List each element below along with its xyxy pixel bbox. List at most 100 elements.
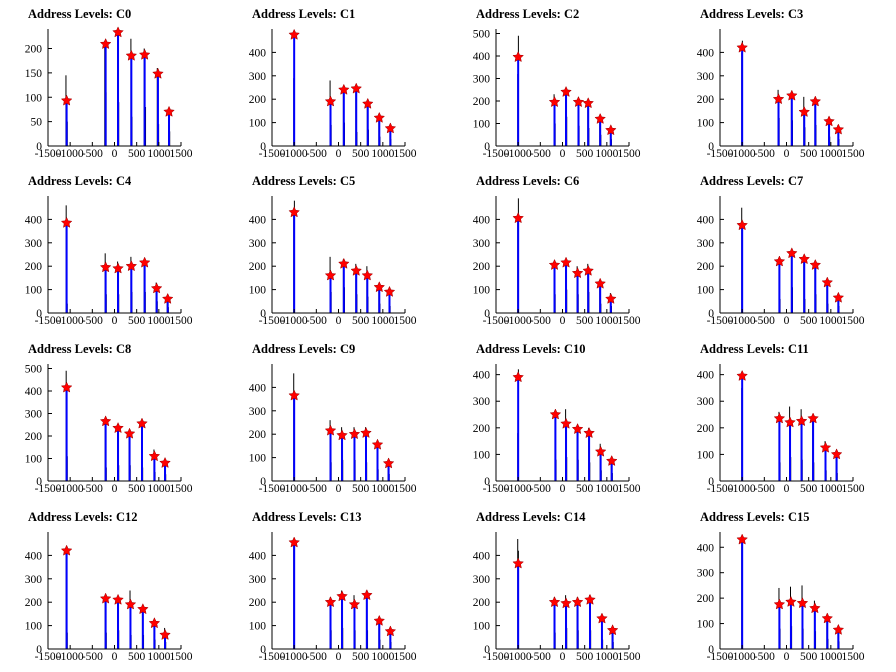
x-tick-label: -1000 bbox=[729, 651, 756, 663]
y-tick-label: 200 bbox=[249, 597, 267, 609]
y-tick-label: 300 bbox=[473, 74, 491, 86]
chart-title: Address Levels: C4 bbox=[28, 174, 132, 188]
peak-marker bbox=[594, 445, 607, 457]
peak-marker bbox=[125, 49, 138, 61]
y-tick-label: 300 bbox=[249, 71, 267, 83]
peak-marker bbox=[348, 428, 361, 440]
x-tick-label: -1000 bbox=[729, 148, 756, 160]
peak-marker bbox=[736, 41, 748, 53]
x-tick-label: -1000 bbox=[729, 315, 756, 327]
peak-marker bbox=[785, 595, 797, 607]
peak-marker bbox=[324, 424, 337, 436]
y-tick-label: 100 bbox=[697, 285, 715, 297]
y-tick-label: 200 bbox=[473, 96, 491, 108]
peak-marker bbox=[383, 285, 396, 297]
peak-marker bbox=[786, 89, 798, 101]
y-tick-label: 300 bbox=[25, 574, 43, 586]
peak-marker bbox=[125, 260, 138, 272]
y-tick-label: 200 bbox=[697, 593, 715, 605]
chart-panel-c15: Address Levels: C15 0 100 200 300 400 -1500-10… bbox=[697, 510, 865, 663]
peak-marker bbox=[830, 448, 843, 460]
chart-panel-c9: Address Levels: C9 0 100 200 300 400 -1500-100… bbox=[249, 342, 417, 495]
x-tick-label: -1000 bbox=[281, 315, 308, 327]
chart-panel-c5: Address Levels: C5 0 100 200 300 400 -1500-100… bbox=[249, 174, 417, 327]
peak-marker bbox=[361, 589, 373, 601]
peak-marker bbox=[112, 262, 124, 274]
y-tick-label: 400 bbox=[697, 542, 715, 554]
x-tick-label: 0 bbox=[560, 148, 566, 160]
x-tick-label: -1000 bbox=[57, 315, 84, 327]
x-tick-label: 500 bbox=[128, 483, 146, 495]
y-tick-label: 400 bbox=[697, 47, 715, 59]
chart-title: Address Levels: C8 bbox=[28, 342, 131, 356]
peak-marker bbox=[821, 612, 834, 624]
x-tick-label: -1500 bbox=[483, 148, 510, 160]
chart-title: Address Levels: C6 bbox=[476, 174, 579, 188]
x-tick-label: 1000 bbox=[147, 651, 170, 663]
x-tick-label: -1500 bbox=[35, 315, 62, 327]
chart-title: Address Levels: C15 bbox=[700, 510, 810, 524]
y-tick-label: 300 bbox=[249, 574, 267, 586]
peak-marker bbox=[572, 96, 585, 108]
x-tick-label: 500 bbox=[800, 315, 818, 327]
y-tick-label: 200 bbox=[249, 429, 267, 441]
x-tick-label: -1500 bbox=[259, 315, 286, 327]
chart-title: Address Levels: C10 bbox=[476, 342, 586, 356]
x-tick-label: 500 bbox=[576, 148, 594, 160]
x-tick-label: 0 bbox=[784, 315, 790, 327]
y-tick-label: 300 bbox=[697, 568, 715, 580]
x-tick-label: 0 bbox=[112, 483, 118, 495]
chart-title: Address Levels: C1 bbox=[252, 7, 355, 21]
peak-marker bbox=[832, 123, 845, 135]
x-tick-label: 1500 bbox=[618, 651, 641, 663]
y-tick-label: 200 bbox=[249, 261, 267, 273]
x-tick-label: 500 bbox=[128, 148, 146, 160]
y-tick-label: 50 bbox=[31, 117, 43, 129]
y-tick-label: 400 bbox=[249, 382, 267, 394]
peak-marker bbox=[288, 389, 300, 401]
peak-marker bbox=[136, 417, 148, 429]
peak-marker bbox=[112, 422, 124, 434]
x-tick-label: -500 bbox=[306, 315, 327, 327]
y-tick-label: 300 bbox=[473, 396, 491, 408]
peak-marker bbox=[123, 427, 136, 439]
peak-marker bbox=[605, 124, 617, 136]
y-tick-label: 100 bbox=[473, 621, 491, 633]
x-tick-label: -500 bbox=[82, 148, 103, 160]
y-tick-label: 100 bbox=[473, 119, 491, 131]
x-tick-label: -1500 bbox=[707, 651, 734, 663]
peak-marker bbox=[361, 97, 374, 109]
peak-marker bbox=[784, 416, 796, 428]
peak-marker bbox=[548, 596, 561, 608]
x-tick-label: -1000 bbox=[505, 148, 532, 160]
x-tick-label: 1000 bbox=[371, 483, 394, 495]
x-tick-label: 500 bbox=[352, 148, 370, 160]
y-tick-label: 400 bbox=[473, 550, 491, 562]
peak-marker bbox=[560, 417, 572, 429]
peak-marker bbox=[99, 592, 112, 604]
x-tick-label: 1000 bbox=[595, 483, 618, 495]
y-tick-label: 200 bbox=[25, 597, 43, 609]
x-tick-label: 1000 bbox=[595, 148, 618, 160]
x-tick-label: -1500 bbox=[35, 651, 62, 663]
y-tick-label: 0 bbox=[36, 141, 42, 153]
peak-marker bbox=[148, 617, 161, 629]
y-tick-label: 100 bbox=[473, 285, 491, 297]
x-tick-label: 1000 bbox=[147, 315, 170, 327]
y-tick-label: 0 bbox=[36, 308, 42, 320]
x-tick-label: -1000 bbox=[281, 651, 308, 663]
peak-marker bbox=[512, 51, 524, 63]
y-tick-label: 0 bbox=[708, 308, 714, 320]
y-tick-label: 100 bbox=[249, 621, 267, 633]
peak-marker bbox=[382, 457, 395, 469]
chart-panel-c12: Address Levels: C12 0 100 200 300 400 -1500-10… bbox=[25, 510, 193, 663]
peak-marker bbox=[137, 603, 149, 615]
peak-marker bbox=[512, 212, 524, 224]
chart-title: Address Levels: C0 bbox=[28, 7, 131, 21]
y-tick-label: 0 bbox=[484, 644, 490, 656]
y-tick-label: 200 bbox=[697, 94, 715, 106]
x-tick-label: 500 bbox=[128, 651, 146, 663]
x-tick-label: 0 bbox=[560, 315, 566, 327]
x-tick-label: 1000 bbox=[595, 651, 618, 663]
